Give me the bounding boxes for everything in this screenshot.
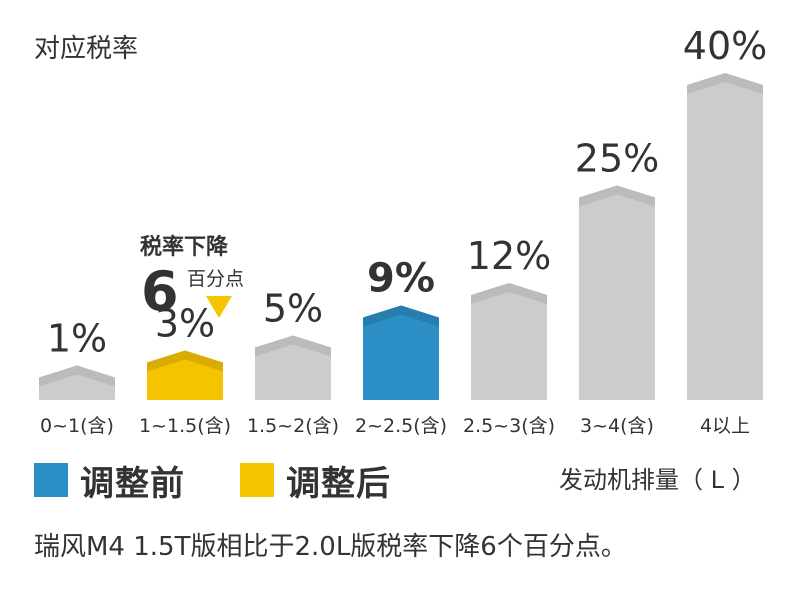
bar-cap-1 [39,365,115,387]
legend-swatch-before [34,463,68,497]
category-label-2: 1~1.5(含) [139,415,231,437]
value-label-5: 12% [467,234,551,278]
category-label-1: 0~1(含) [40,415,114,437]
category-label-7: 4以上 [700,415,750,437]
bar-cap-6 [579,185,655,207]
legend-item-after: 调整后 [240,458,391,504]
value-label-7: 40% [683,24,767,68]
y-axis-title: 对应税率 [34,34,139,64]
callout-arrow-icon [206,296,232,318]
category-label-3: 1.5~2(含) [247,415,339,437]
bar-3 [255,335,331,400]
caption: 瑞风M4 1.5T版相比于2.0L版税率下降6个百分点。 [34,532,627,562]
bar-4 [363,305,439,400]
callout-title: 税率下降 [140,234,229,260]
legend-label-after: 调整后 [286,463,391,504]
value-label-6: 25% [575,137,659,181]
legend-swatch-after [240,463,274,497]
bar-cap-3 [255,335,331,357]
legend-item-before: 调整前 [34,458,185,504]
value-label-3: 5% [263,287,323,331]
x-axis-title: 发动机排量（ L ） [559,466,756,494]
category-label-6: 3~4(含) [580,415,654,437]
value-label-1: 1% [47,317,107,361]
bar-cap-5 [471,283,547,304]
bar-7 [687,73,763,400]
bar-cap-7 [687,73,763,94]
callout-unit: 百分点 [187,268,244,290]
category-label-4: 2~2.5(含) [355,415,447,437]
callout-number: 6 [141,260,179,323]
value-label-4: 9% [367,256,435,302]
bar-cap-4 [363,305,439,327]
legend-label-before: 调整前 [80,463,185,504]
value-label-2: 3% [155,302,215,346]
category-label-5: 2.5~3(含) [463,415,555,437]
bar-6 [579,185,655,400]
bar-5 [471,283,547,400]
bar-cap-2 [147,350,223,372]
